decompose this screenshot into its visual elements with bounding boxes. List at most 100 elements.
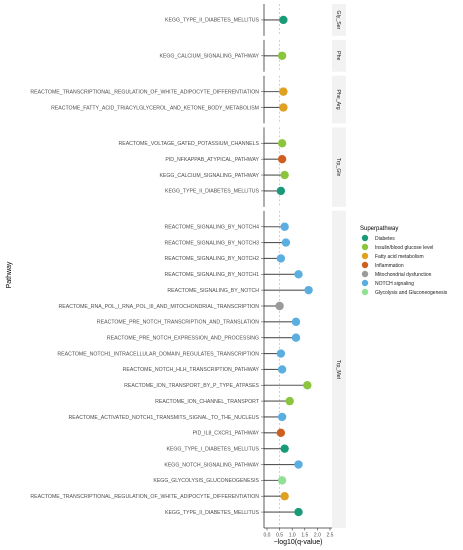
x-tick-label: 1.5	[301, 533, 308, 539]
legend-item: NOTCH signaling	[361, 279, 414, 287]
pathway-label: KEGG_GLYCOLYSIS_GLUCONEOGENESIS	[153, 478, 259, 484]
legend-label: NOTCH signaling	[375, 281, 414, 287]
facet-strip	[332, 75, 346, 124]
legend-swatch	[361, 252, 369, 260]
facet-panel: Phe_Arg REACTOME_TRANSCRIPTIONAL_REGULATI…	[30, 75, 346, 124]
legend-items: Diabetes Insulin/blood glucose level Fatty…	[361, 234, 448, 296]
pathway-label: REACTOME_PRE_NOTCH_TRANSCRIPTION_AND_TRA…	[97, 320, 259, 326]
pathway-label: REACTOME_PRE_NOTCH_EXPRESSION_AND_PROCES…	[107, 336, 259, 342]
legend-swatch	[361, 234, 369, 242]
lollipop-point	[303, 381, 312, 390]
legend-item: Inflammation	[361, 261, 404, 269]
lollipop-point	[291, 317, 301, 327]
lollipop-point	[277, 412, 287, 422]
facet-strip	[332, 210, 346, 528]
lollipop-point	[294, 507, 303, 517]
pathway-label: KEGG_CALCIUM_SIGNALING_PATHWAY	[159, 54, 259, 60]
legend-title: Superpathway	[360, 226, 398, 232]
pathway-label: REACTOME_NOTCH1_INTRACELLULAR_DOMAIN_REG…	[57, 351, 259, 357]
facet-panel: Trp_Gln REACTOME_VOLTAGE_GATED_POTASSIUM_…	[119, 127, 346, 207]
lollipop-point	[280, 492, 289, 501]
legend-item: Mitochondrial dysfunction	[361, 270, 432, 278]
legend-swatch	[361, 243, 369, 251]
facet-panels: Gly_Ser KEGG_TYPE_II_DIABETES_MELLITUS Phe…	[30, 4, 346, 528]
legend-label: Insulin/blood glucose level	[375, 245, 433, 251]
pathway-label: REACTOME_TRANSCRIPTIONAL_REGULATION_OF_W…	[30, 494, 259, 500]
lollipop-point	[275, 301, 284, 311]
lollipop-point	[279, 15, 288, 25]
facet-label: Trp_Gln	[335, 158, 341, 177]
pathway-label: REACTOME_VOLTAGE_GATED_POTASSIUM_CHANNEL…	[119, 141, 260, 147]
lollipop-point	[277, 51, 287, 60]
pathway-label: REACTOME_SIGNALING_BY_NOTCH4	[165, 225, 260, 231]
legend-swatch	[361, 279, 369, 287]
lollipop-point	[279, 103, 288, 112]
legend-label: Inflammation	[375, 263, 404, 269]
facet-strip	[332, 127, 346, 207]
lollipop-point	[280, 170, 289, 180]
pathway-label: REACTOME_ION_TRANSPORT_BY_P_TYPE_ATPASES	[124, 383, 259, 389]
lollipop-point	[280, 444, 289, 453]
pathway-label: REACTOME_SIGNALING_BY_NOTCH2	[165, 256, 260, 262]
pathway-label: REACTOME_SIGNALING_BY_NOTCH1	[165, 272, 260, 278]
panel-background	[264, 75, 332, 124]
lollipop-point	[279, 87, 288, 96]
x-tick-label: 2.0	[314, 533, 321, 539]
lollipop-point	[276, 254, 286, 263]
lollipop-point	[277, 365, 287, 374]
pathway-label: KEGG_CALCIUM_SIGNALING_PATHWAY	[159, 173, 259, 179]
lollipop-point	[277, 154, 287, 164]
lollipop-point	[280, 222, 289, 231]
facet-label: Trp_Met	[335, 360, 341, 380]
pathway-label: KEGG_TYPE_II_DIABETES_MELLITUS	[165, 18, 260, 24]
pathway-label: PID_IL8_CXCR1_PATHWAY	[193, 431, 260, 437]
x-axis: 0.0 0.5 1.0 1.5 2.0 2.5	[264, 527, 334, 539]
legend-label: Diabetes	[375, 236, 395, 242]
lollipop-point	[277, 139, 287, 148]
legend: Superpathway Diabetes Insulin/blood gluco…	[360, 226, 448, 296]
pathway-label: REACTOME_SIGNALING_BY_NOTCH3	[165, 240, 260, 246]
legend-item: Diabetes	[361, 234, 395, 242]
lollipop-point	[276, 428, 286, 438]
legend-item: Insulin/blood glucose level	[361, 243, 433, 251]
x-tick-label: 2.5	[327, 533, 334, 539]
lollipop-point	[276, 186, 286, 196]
lollipop-point	[304, 285, 313, 295]
facet-panel: Gly_Ser KEGG_TYPE_II_DIABETES_MELLITUS	[165, 4, 346, 36]
facet-label: Gly_Ser	[335, 11, 341, 30]
lollipop-point	[285, 396, 294, 406]
pathway-label: KEGG_TYPE_I_DIABETES_MELLITUS	[166, 446, 259, 452]
x-tick-label: 0.0	[264, 533, 271, 539]
x-axis-title: −log10(q-value)	[274, 539, 323, 546]
pathway-label: REACTOME_TRANSCRIPTIONAL_REGULATION_OF_W…	[30, 89, 259, 95]
facet-label: Phe_Arg	[335, 89, 341, 109]
x-tick-label: 1.0	[289, 533, 296, 539]
lollipop-point	[276, 349, 286, 358]
legend-label: Fatty acid metabolism	[375, 254, 424, 260]
lollipop-point	[277, 476, 287, 485]
pathway-label: KEGG_TYPE_II_DIABETES_MELLITUS	[165, 189, 260, 195]
legend-label: Mitochondrial dysfunction	[375, 272, 432, 278]
y-axis-title: Pathway	[6, 261, 13, 288]
pathway-label: REACTOME_NOTCH_HLH_TRANSCRIPTION_PATHWAY	[123, 367, 260, 373]
pathway-label: REACTOME_ACTIVATED_NOTCH1_TRANSMITS_SIGN…	[69, 415, 260, 421]
facet-panel: Trp_Met REACTOME_SIGNALING_BY_NOTCH4 REACT…	[30, 210, 346, 528]
lollipop-point	[281, 238, 291, 247]
facet-panel: Phe KEGG_CALCIUM_SIGNALING_PATHWAY	[159, 39, 346, 72]
panel-background	[264, 127, 332, 207]
legend-swatch	[361, 270, 369, 278]
legend-item: Glycolysis and Gluconeogenesis	[361, 288, 448, 296]
legend-swatch	[361, 261, 369, 269]
pathway-label: KEGG_NOTCH_SIGNALING_PATHWAY	[164, 462, 259, 468]
pathway-label: KEGG_TYPE_II_DIABETES_MELLITUS	[165, 510, 260, 516]
facet-strip	[332, 39, 346, 72]
facet-label: Phe	[335, 51, 341, 60]
legend-item: Fatty acid metabolism	[361, 252, 424, 260]
pathway-label: REACTOME_FATTY_ACID_TRIACYLGLYCEROL_AND_…	[51, 105, 259, 111]
legend-swatch	[361, 288, 369, 296]
x-tick-label: 0.5	[276, 533, 283, 539]
facet-strip	[332, 4, 346, 36]
pathway-label: PID_NFKAPPAB_ATYPICAL_PATHWAY	[165, 157, 259, 163]
pathway-label: REACTOME_ION_CHANNEL_TRANSPORT	[155, 399, 260, 405]
